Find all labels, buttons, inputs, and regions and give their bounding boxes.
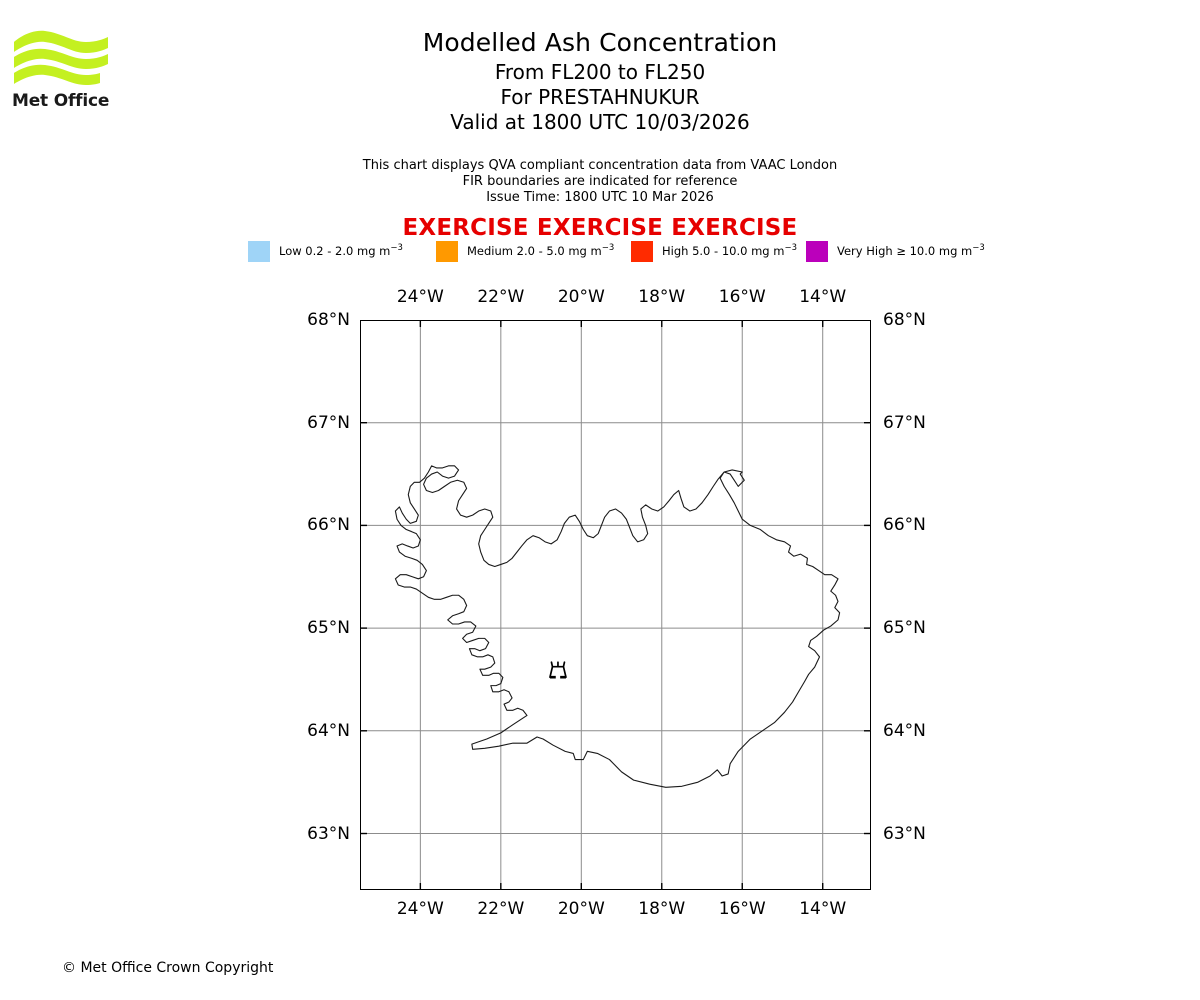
legend-sup-low: −3 [390,243,403,254]
legend-text-high: High 5.0 - 10.0 mg m [662,244,785,258]
legend-swatch-low [248,240,270,262]
legend-label-low: Low 0.2 - 2.0 mg m−3 [279,244,403,258]
legend-sup-very-high: −3 [972,243,985,254]
note-fir-boundaries: FIR boundaries are indicated for referen… [462,174,738,189]
legend-sup-medium: −3 [601,243,615,254]
copyright-footer: © Met Office Crown Copyright [62,960,274,976]
legend-label-very-high: Very High ≥ 10.0 mg m−3 [837,244,985,258]
legend-swatch-high [631,240,653,262]
met-office-wordmark: Met Office [12,91,110,111]
lat-tick-right-4: 64°N [883,720,926,741]
map-ticks [360,320,871,890]
lon-tick-bottom-3: 18°W [638,899,686,919]
lon-tick-top-5: 14°W [799,287,847,307]
lat-tick-left-1: 67°N [307,412,350,433]
lon-tick-bottom-0: 24°W [396,899,444,919]
lon-tick-bottom-1: 22°W [477,899,525,919]
lon-tick-bottom-4: 16°W [718,899,766,919]
lon-tick-top-0: 24°W [396,287,444,307]
iceland-coastline [394,465,841,788]
lat-tick-left-2: 66°N [307,515,350,536]
legend-item-medium: Medium 2.0 - 5.0 mg m−3 [436,240,614,262]
notes-block: This chart displays QVA compliant concen… [0,158,1200,206]
legend-item-very-high: Very High ≥ 10.0 mg m−3 [806,240,985,262]
lat-tick-left-5: 63°N [307,823,350,844]
legend-swatch-medium [436,240,458,262]
exercise-banner: EXERCISE EXERCISE EXERCISE [402,215,798,241]
volcano-glyph[interactable] [549,661,567,679]
met-office-logo: Met Office [12,28,132,113]
legend-swatch-very-high [806,240,828,262]
lat-tick-left-4: 64°N [307,720,350,741]
lat-tick-left-3: 65°N [307,618,350,639]
page-title: Modelled Ash Concentration [422,28,778,57]
lon-tick-top-2: 20°W [557,287,605,307]
map-gridlines [360,320,871,890]
legend-item-high: High 5.0 - 10.0 mg m−3 [631,240,797,262]
legend-label-medium: Medium 2.0 - 5.0 mg m−3 [467,244,614,258]
title-block: Modelled Ash Concentration From FL200 to… [0,30,1200,132]
subtitle-flight-levels: From FL200 to FL250 [494,60,706,84]
legend-item-low: Low 0.2 - 2.0 mg m−3 [248,240,403,262]
legend-text-very-high: Very High ≥ 10.0 mg m [837,244,973,258]
lat-tick-right-1: 67°N [883,412,926,433]
iceland-outline [394,465,841,788]
legend-sup-high: −3 [784,243,797,254]
lon-tick-top-3: 18°W [638,287,686,307]
lat-tick-right-5: 63°N [883,823,926,844]
met-office-wave-icon [14,30,108,85]
map-canvas [360,320,871,890]
subtitle-volcano-name: For PRESTAHNUKUR [500,85,700,109]
lon-tick-top-1: 22°W [477,287,525,307]
lon-tick-top-4: 16°W [718,287,766,307]
map-plot-frame [360,320,871,890]
lon-tick-bottom-2: 20°W [557,899,605,919]
lat-tick-right-0: 68°N [883,310,926,330]
lat-tick-left-0: 68°N [307,310,350,330]
map-chart[interactable]: 24°W 22°W 20°W 18°W 16°W 14°W 24°W 22°W … [307,287,926,919]
legend-label-high: High 5.0 - 10.0 mg m−3 [662,244,797,258]
legend-text-medium: Medium 2.0 - 5.0 mg m [467,244,602,258]
note-issue-time: Issue Time: 1800 UTC 10 Mar 2026 [486,190,714,205]
volcano-marker[interactable] [549,661,567,679]
note-qva-compliance: This chart displays QVA compliant concen… [362,158,838,173]
legend-text-low: Low 0.2 - 2.0 mg m [279,244,391,258]
subtitle-valid-time: Valid at 1800 UTC 10/03/2026 [450,110,750,134]
concentration-legend: Low 0.2 - 2.0 mg m−3 Medium 2.0 - 5.0 mg… [248,240,988,262]
lat-tick-right-3: 65°N [883,618,926,639]
lat-tick-right-2: 66°N [883,515,926,536]
lon-tick-bottom-5: 14°W [799,899,847,919]
